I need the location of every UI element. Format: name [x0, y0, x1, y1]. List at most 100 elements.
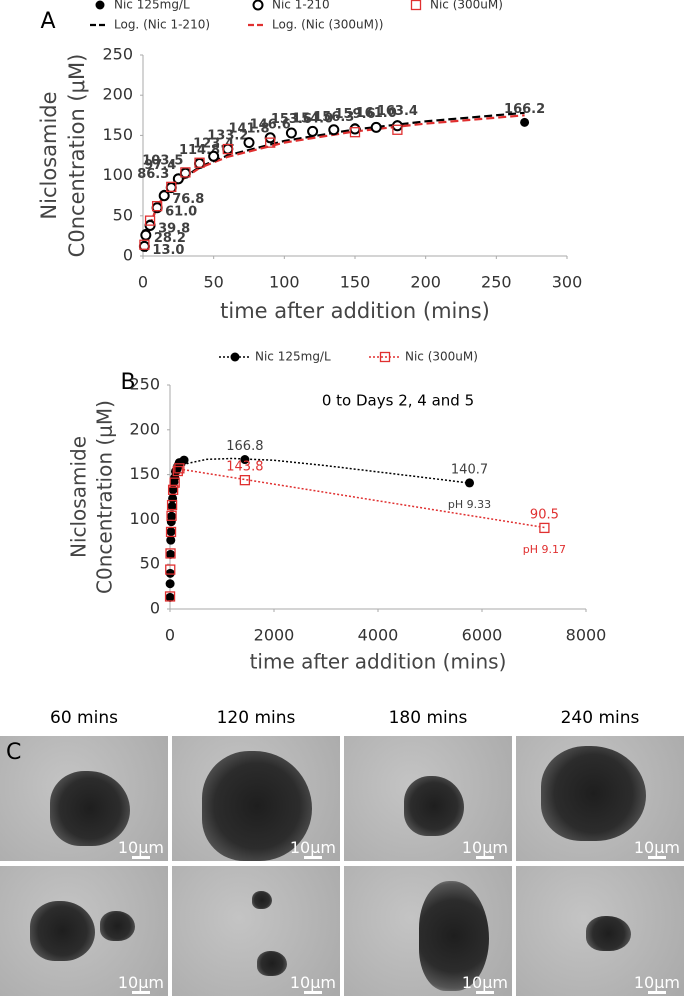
data-point [165, 568, 175, 578]
data-point [165, 548, 176, 559]
data-point [140, 229, 152, 241]
legend-swatch [230, 352, 240, 362]
data-point [285, 127, 297, 139]
x-tick-label: 0 [165, 626, 175, 645]
data-point [349, 127, 361, 138]
y-tick-label: 150 [129, 464, 160, 483]
data-point [165, 564, 176, 575]
x-tick-label: 250 [481, 273, 512, 292]
data-point [167, 484, 179, 495]
micrograph: 10μm [172, 736, 340, 861]
data-point [166, 549, 176, 559]
data-label: 153.6 [271, 112, 312, 127]
data-point [328, 124, 340, 136]
legend-label: Log. (Nic (300uM)) [272, 18, 383, 32]
data-point [165, 526, 177, 538]
micrograph: 10μm [344, 866, 512, 996]
x-tick-label: 8000 [566, 626, 607, 645]
scale-bar: 10μm [289, 838, 336, 859]
data-label: 161.0 [356, 106, 397, 121]
data-point [222, 143, 233, 155]
data-point [168, 493, 178, 503]
data-label: 163.4 [377, 104, 418, 119]
data-point [166, 181, 177, 193]
legend-swatch [252, 0, 264, 11]
data-label: 133.2 [207, 128, 248, 143]
scale-bar: 10μm [117, 838, 164, 859]
panel-label: A [40, 9, 55, 34]
scale-bar: 10μm [461, 838, 508, 859]
data-point [240, 455, 250, 465]
data-point [169, 477, 180, 488]
data-point [144, 215, 156, 226]
data-point [194, 157, 205, 168]
data-point [174, 463, 185, 474]
scale-bar: 10μm [633, 973, 680, 994]
panel-label: C [6, 740, 22, 765]
micrograph: 10μm [516, 866, 684, 996]
trend-line [174, 457, 470, 484]
data-point [139, 239, 150, 250]
data-label: 154.0 [292, 112, 333, 127]
data-label: 166.2 [504, 102, 545, 117]
data-point [165, 592, 175, 602]
x-axis-title: time after addition (mins) [250, 650, 507, 674]
panel-label: B [120, 370, 135, 395]
panel-c: 60 mins 120 mins 180 mins 240 mins 10μm … [0, 700, 685, 996]
data-label: 39.8 [158, 222, 190, 237]
data-point [307, 125, 319, 137]
x-tick-label: 6000 [462, 626, 503, 645]
data-label: 166.8 [226, 439, 263, 454]
legend-swatch [95, 0, 105, 10]
column-title: 240 mins [560, 708, 640, 728]
scale-bar: 10μm [461, 973, 508, 994]
data-label: 61.0 [165, 204, 197, 219]
data-label: 28.2 [154, 231, 186, 246]
data-point [243, 137, 255, 149]
data-point [239, 475, 251, 486]
y-tick-label: 200 [102, 85, 133, 104]
data-point [180, 167, 191, 178]
legend-label: Nic 125mg/L [114, 0, 190, 12]
micrograph: 10μm [172, 866, 340, 996]
data-point [370, 121, 382, 133]
data-point [166, 527, 176, 537]
data-label: 141.8 [228, 121, 269, 136]
micrograph: 10μm [344, 736, 512, 861]
data-label: 76.8 [172, 192, 204, 207]
annotation: pH 9.33 [448, 498, 491, 511]
data-point [349, 123, 361, 135]
data-point [165, 579, 175, 589]
x-tick-label: 100 [269, 273, 300, 292]
data-point [539, 522, 550, 534]
data-label: 86.3 [137, 167, 169, 182]
data-point [265, 137, 276, 148]
y-tick-label: 150 [102, 125, 133, 144]
column-title: 180 mins [388, 708, 468, 728]
y-tick-label: 50 [113, 205, 133, 224]
data-point [465, 478, 475, 488]
chart-title: 0 to Days 2, 4 and 5 [322, 392, 474, 410]
data-label: 146.6 [250, 118, 291, 133]
data-label: 13.0 [152, 243, 184, 258]
micrograph: 10μm [516, 736, 684, 861]
legend-swatch [410, 0, 422, 11]
data-label: 159.6 [334, 107, 375, 122]
y-tick-label: 100 [102, 165, 133, 184]
data-label: 103.5 [142, 153, 183, 168]
data-point [166, 510, 177, 521]
y-axis-title: C0ncentration (μM) [93, 400, 117, 594]
micrograph: 10μm [0, 736, 168, 861]
scale-bar: 10μm [117, 973, 164, 994]
y-axis-title: Niclosamide [67, 436, 91, 558]
x-axis-title: time after addition (mins) [220, 299, 490, 323]
scale-bar: 10μm [289, 973, 336, 994]
scale-bar: 10μm [633, 838, 680, 859]
data-label: 97.4 [144, 158, 176, 173]
legend-label: Nic (300uM) [430, 0, 503, 12]
x-tick-label: 200 [410, 273, 441, 292]
x-tick-label: 150 [340, 273, 371, 292]
x-tick-label: 0 [138, 273, 148, 292]
column-title: 60 mins [50, 708, 118, 728]
